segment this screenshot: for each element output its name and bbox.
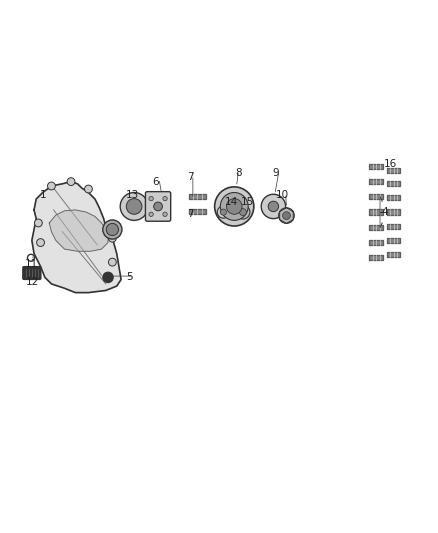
Text: 14: 14 [225,197,238,207]
FancyBboxPatch shape [145,192,171,221]
Text: 12: 12 [26,277,39,287]
Polygon shape [387,195,400,200]
Circle shape [154,202,162,211]
Circle shape [106,223,118,236]
Circle shape [120,192,148,220]
Text: 11: 11 [25,260,38,269]
Circle shape [67,177,75,185]
Circle shape [149,212,153,216]
Text: 8: 8 [235,168,242,178]
Circle shape [109,258,116,266]
Circle shape [126,199,142,214]
Text: 9: 9 [272,168,279,178]
Text: 1: 1 [39,190,46,200]
Circle shape [215,187,254,226]
Polygon shape [369,164,383,169]
Polygon shape [387,238,400,243]
Polygon shape [369,194,383,199]
Circle shape [47,182,55,190]
Polygon shape [369,225,383,230]
Text: 5: 5 [127,272,133,282]
Polygon shape [369,255,383,261]
Polygon shape [387,181,400,187]
Circle shape [268,201,279,212]
Circle shape [220,209,226,215]
Text: 7: 7 [187,209,194,219]
Polygon shape [188,194,206,199]
FancyBboxPatch shape [23,266,41,279]
Text: 13: 13 [125,190,138,200]
Circle shape [226,199,242,214]
Polygon shape [387,209,400,215]
Polygon shape [369,179,383,184]
Polygon shape [387,224,400,229]
Polygon shape [369,209,383,215]
Text: 10: 10 [276,190,289,200]
Polygon shape [32,182,121,293]
Polygon shape [369,240,383,245]
Text: 4: 4 [381,207,388,217]
Circle shape [37,239,45,246]
Circle shape [109,235,116,242]
Circle shape [149,197,153,201]
Text: 6: 6 [152,176,159,187]
Polygon shape [49,210,108,251]
Polygon shape [387,168,400,173]
Circle shape [236,205,250,219]
Polygon shape [387,252,400,257]
Circle shape [163,212,167,216]
Circle shape [279,208,294,223]
Circle shape [103,220,122,239]
Circle shape [261,194,286,219]
Circle shape [85,185,92,193]
Text: 16: 16 [384,159,398,169]
Polygon shape [188,209,206,214]
Circle shape [103,272,113,282]
Circle shape [217,206,230,218]
Text: 7: 7 [187,172,194,182]
Circle shape [163,197,167,201]
Text: 15: 15 [240,197,254,207]
Circle shape [283,212,290,220]
Circle shape [35,219,42,227]
Circle shape [240,208,247,215]
Circle shape [220,192,248,220]
